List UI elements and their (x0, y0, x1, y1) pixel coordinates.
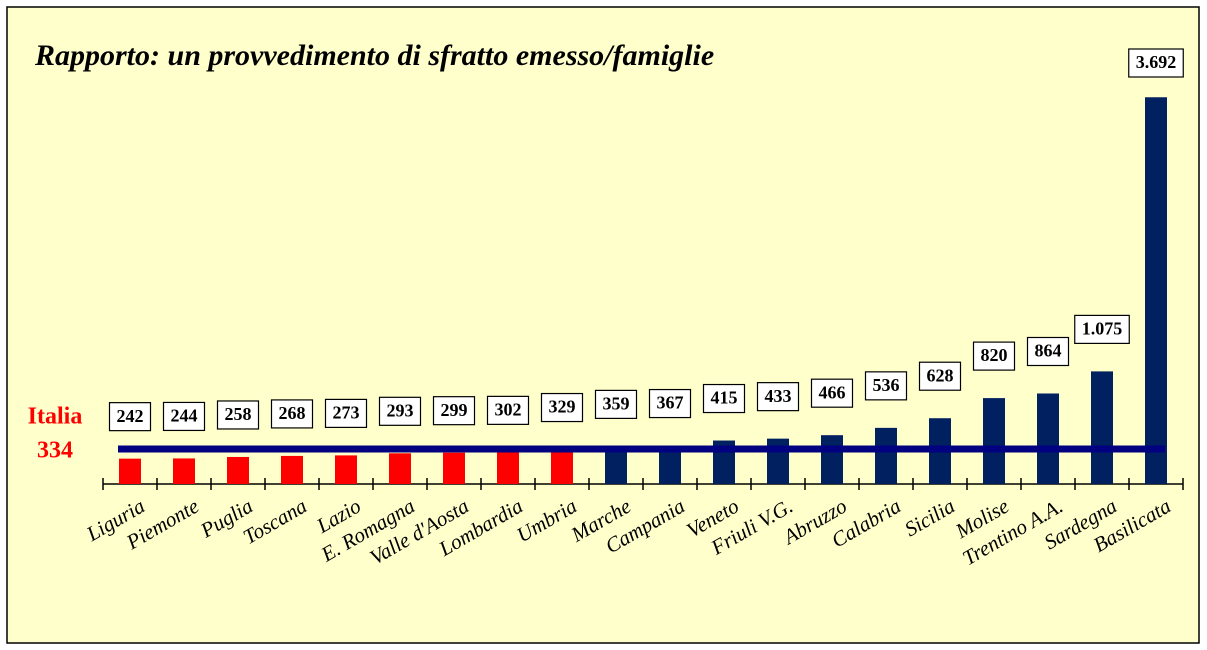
value-label: 367 (657, 393, 684, 413)
bar (1091, 371, 1113, 484)
value-label-box (918, 361, 962, 391)
value-label: 242 (117, 406, 144, 426)
value-label-box (1128, 48, 1184, 78)
bar (227, 456, 249, 484)
value-label-box (648, 388, 692, 419)
bar (443, 452, 465, 484)
value-label: 268 (279, 403, 306, 423)
bar (551, 449, 573, 484)
bar (119, 458, 141, 484)
value-label-box (756, 382, 800, 412)
value-label: 302 (495, 399, 522, 419)
value-label-box (432, 396, 476, 426)
bar (821, 435, 843, 484)
value-label: 628 (927, 365, 954, 385)
value-label: 258 (225, 404, 252, 424)
value-label-box (108, 402, 152, 432)
value-label-box (594, 389, 638, 419)
value-label: 433 (765, 386, 792, 406)
value-label-box (540, 392, 584, 423)
value-label: 273 (333, 403, 360, 423)
value-label: 244 (171, 406, 198, 426)
value-label-box (972, 341, 1016, 371)
value-label-box (1074, 314, 1130, 344)
value-label: 293 (387, 400, 414, 420)
value-label: 536 (873, 375, 900, 395)
bar (767, 438, 789, 484)
value-label-box (270, 399, 314, 429)
bar (1145, 97, 1167, 484)
value-label: 820 (981, 345, 1008, 365)
value-label: 415 (711, 388, 738, 408)
value-label: 1.075 (1082, 319, 1123, 339)
reference-value: 334 (37, 438, 73, 464)
bar (659, 445, 681, 484)
value-label-box (378, 396, 422, 426)
bar (605, 446, 627, 484)
value-label-box (324, 398, 368, 429)
value-label: 299 (441, 400, 468, 420)
bar (1037, 393, 1059, 484)
value-label: 3.692 (1136, 52, 1177, 72)
chart-frame (6, 6, 1200, 644)
bar (875, 427, 897, 484)
bar (335, 455, 357, 484)
value-label-box (810, 378, 854, 408)
bar (983, 398, 1005, 484)
value-label-box (162, 401, 206, 432)
value-label-box (864, 371, 908, 401)
bar (173, 458, 195, 484)
bar (281, 455, 303, 484)
value-label-box (486, 395, 530, 425)
value-label: 864 (1035, 341, 1062, 361)
bar (497, 452, 519, 484)
value-label-box (702, 383, 746, 414)
value-label: 466 (819, 382, 846, 402)
value-label-box (216, 400, 260, 430)
bar (389, 453, 411, 484)
chart-title: Rapporto: un provvedimento di sfratto em… (34, 39, 714, 72)
value-label: 329 (549, 397, 576, 417)
value-label: 359 (603, 394, 630, 414)
reference-label: Italia (28, 404, 83, 430)
value-label-box (1026, 336, 1070, 367)
